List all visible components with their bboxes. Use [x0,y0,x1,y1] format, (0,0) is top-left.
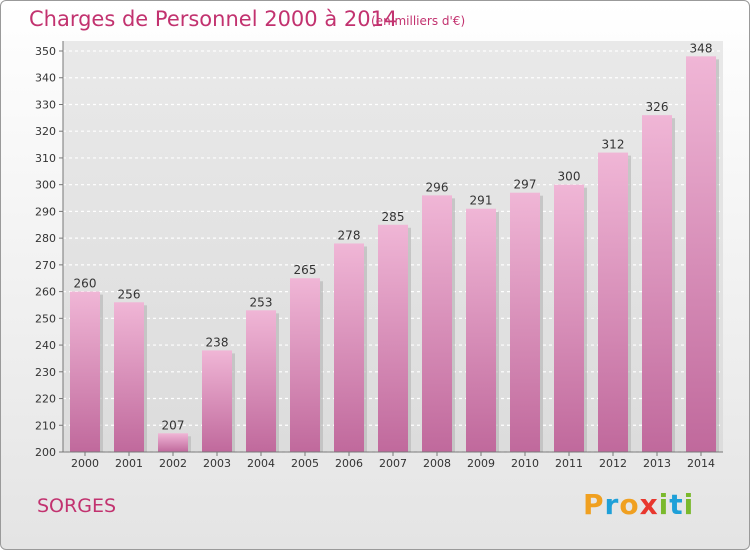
bar [114,302,144,452]
bar-value-label: 207 [162,418,185,432]
bar-value-label: 312 [602,138,625,152]
x-tick-label: 2009 [467,457,495,470]
bar-value-label: 260 [74,277,97,291]
bar-value-label: 285 [382,210,405,224]
place-name: SORGES [37,495,117,517]
x-tick-label: 2007 [379,457,407,470]
y-tick-label: 300 [35,179,56,192]
bar [642,115,672,452]
bars: 260 256 207 238 253 265 278 285 296 291 297 300 312 3… [70,41,719,453]
x-tick-label: 2002 [159,457,187,470]
logo-letter: r [604,488,620,521]
bar [202,350,232,452]
x-tick-label: 2004 [247,457,275,470]
logo-letter: P [583,488,605,521]
bar-value-label: 326 [646,100,669,114]
x-tick-label: 2014 [687,457,715,470]
bar-value-label: 265 [294,263,317,277]
logo-letter: i [683,488,695,521]
x-tick-label: 2012 [599,457,627,470]
chart-subtitle: (en milliers d'€) [371,14,466,28]
x-tick-label: 2011 [555,457,583,470]
bar-value-label: 238 [206,335,229,349]
bar [334,243,364,452]
x-tick-label: 2003 [203,457,231,470]
bar-value-label: 256 [118,287,141,301]
bar-value-label: 297 [514,178,537,192]
bar [158,433,188,452]
x-tick-label: 2010 [511,457,539,470]
bar [246,310,276,452]
y-tick-label: 290 [35,205,56,218]
logo-letter: o [619,488,640,521]
y-tick-label: 270 [35,259,56,272]
y-tick-label: 350 [35,45,56,58]
bar [378,224,408,452]
bar-value-label: 348 [690,41,713,55]
y-tick-label: 310 [35,152,56,165]
y-tick-label: 330 [35,98,56,111]
y-tick-label: 280 [35,232,56,245]
y-tick-label: 320 [35,125,56,138]
bar [598,152,628,452]
logo-letter: t [669,488,684,521]
bar [686,56,716,452]
x-tick-label: 2005 [291,457,319,470]
y-tick-label: 200 [35,446,56,459]
bar-value-label: 300 [558,170,581,184]
bar [554,184,584,452]
y-tick-label: 220 [35,393,56,406]
y-tick-label: 230 [35,366,56,379]
bar-value-label: 253 [250,295,273,309]
bar [510,192,540,453]
x-tick-label: 2000 [71,457,99,470]
y-tick-label: 210 [35,419,56,432]
bar-value-label: 291 [470,194,493,208]
x-tick-label: 2001 [115,457,143,470]
y-tick-label: 250 [35,312,56,325]
bar [70,291,100,452]
bar [422,195,452,453]
y-tick-label: 260 [35,286,56,299]
y-axis: 200 210 220 230 240 250 260 270 280 290 300 310 320 3… [35,41,64,459]
bar [466,208,496,452]
x-axis: 2000 2001 2002 2003 2004 2005 2006 2007 2008 2009… [63,451,723,470]
chart-title: Charges de Personnel 2000 à 2014 [29,7,398,31]
x-tick-label: 2013 [643,457,671,470]
logo-letter: x [639,488,659,521]
x-tick-label: 2008 [423,457,451,470]
bar-value-label: 278 [338,228,361,242]
y-tick-label: 240 [35,339,56,352]
proxiti-logo: Proxiti [583,488,694,521]
bar [290,278,320,452]
bar-value-label: 296 [426,180,449,194]
logo-letter: i [658,488,670,521]
x-tick-label: 2006 [335,457,363,470]
y-tick-label: 340 [35,72,56,85]
